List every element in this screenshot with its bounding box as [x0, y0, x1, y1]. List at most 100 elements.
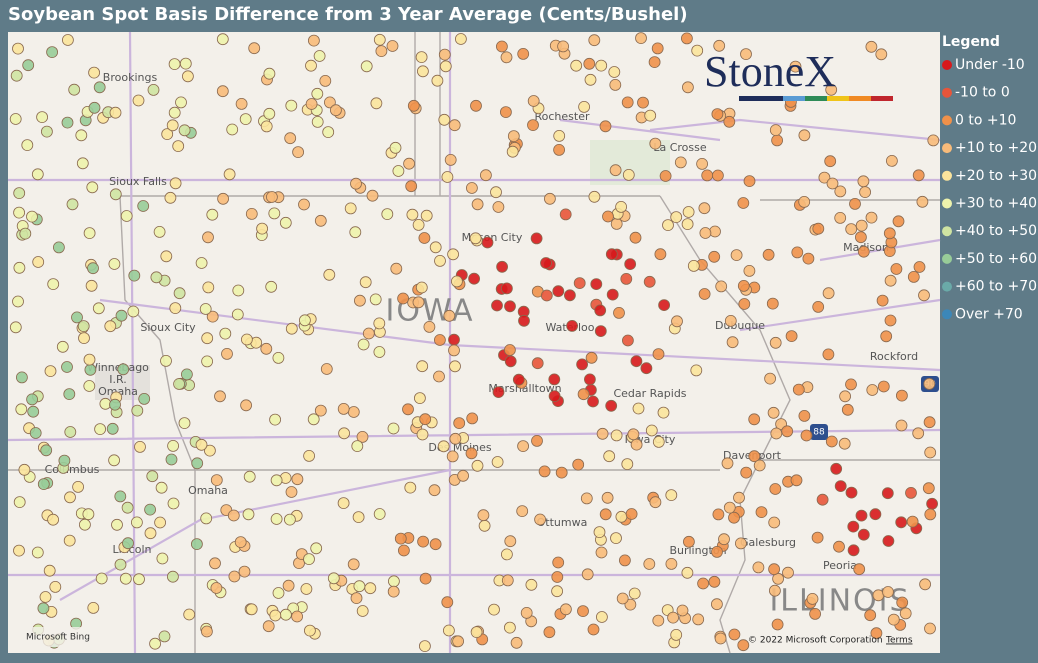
- station-dot: [41, 125, 53, 138]
- station-dot: [500, 282, 513, 295]
- logo-bar: [739, 96, 893, 101]
- terms[interactable]: Terms: [885, 636, 913, 646]
- station-dot: [887, 613, 900, 626]
- station-dot: [311, 87, 324, 100]
- station-dot: [438, 113, 451, 126]
- highway-number: 88: [813, 428, 825, 438]
- station-dot: [454, 33, 467, 45]
- station-dot: [64, 426, 77, 438]
- station-dot: [418, 232, 431, 244]
- station-dot: [552, 556, 565, 569]
- station-dot: [149, 637, 162, 650]
- station-dot: [137, 200, 150, 212]
- station-dot: [313, 50, 326, 62]
- legend-label: +20 to +30: [955, 168, 1037, 184]
- station-dot: [13, 206, 26, 219]
- station-dot: [606, 288, 619, 301]
- station-dot: [708, 575, 721, 588]
- station-dot: [681, 32, 693, 45]
- station-dot: [841, 403, 854, 416]
- station-dot: [85, 279, 98, 292]
- station-dot: [490, 186, 502, 199]
- station-dot: [822, 287, 835, 300]
- station-dot: [134, 440, 146, 453]
- station-dot: [18, 463, 31, 476]
- legend-swatch: [942, 115, 952, 126]
- station-dot: [447, 248, 460, 261]
- station-dot: [167, 497, 180, 510]
- station-dot: [781, 425, 794, 438]
- station-dot: [822, 348, 835, 361]
- station-dot: [127, 305, 140, 318]
- station-dot: [132, 94, 145, 107]
- city-label: Omaha: [188, 484, 228, 497]
- station-dot: [87, 602, 100, 614]
- legend-label: +40 to +50: [955, 223, 1037, 239]
- logo-bar-segment: [805, 96, 827, 101]
- station-dot: [240, 399, 253, 412]
- station-dot: [206, 208, 219, 221]
- station-dot: [56, 340, 69, 353]
- station-dot: [466, 412, 479, 425]
- legend-swatch: [942, 281, 952, 292]
- station-dot: [416, 65, 429, 78]
- station-dot: [665, 489, 678, 502]
- station-dot: [298, 198, 310, 211]
- station-dot: [270, 513, 283, 525]
- station-dot: [918, 289, 930, 302]
- station-dot: [698, 288, 711, 300]
- station-dot: [782, 566, 794, 579]
- station-dot: [812, 222, 825, 235]
- station-dot: [147, 84, 160, 96]
- station-dot: [892, 215, 905, 228]
- station-dot: [429, 241, 442, 254]
- station-dot: [806, 593, 819, 605]
- station-dot: [88, 66, 100, 79]
- station-dot: [690, 364, 703, 377]
- station-dot: [855, 509, 868, 522]
- station-dot: [322, 126, 335, 139]
- station-dot: [58, 454, 71, 467]
- station-dot: [349, 226, 362, 239]
- station-dot: [168, 106, 181, 119]
- station-dot: [397, 292, 410, 305]
- station-dot: [168, 58, 181, 70]
- station-dot: [357, 338, 370, 351]
- station-dot: [353, 580, 366, 593]
- station-dot: [47, 513, 59, 526]
- station-dot: [552, 285, 565, 298]
- station-dot: [640, 362, 653, 375]
- station-dot: [870, 627, 883, 640]
- station-dot: [429, 538, 442, 551]
- station-dot: [210, 582, 223, 594]
- legend: Under -10 -10 to 0 0 to +10 +10 to +20 +20 t…: [942, 57, 1037, 322]
- city-label: Rockford: [870, 350, 918, 363]
- station-dot: [158, 630, 171, 643]
- station-dot: [161, 128, 174, 141]
- station-dot: [303, 553, 315, 565]
- station-dot: [269, 413, 282, 426]
- station-dot: [657, 406, 670, 419]
- station-dot: [500, 548, 513, 561]
- station-dot: [446, 450, 459, 463]
- station-dot: [79, 518, 91, 531]
- city-label: I.R.: [109, 373, 127, 386]
- station-dot: [449, 432, 462, 445]
- station-dot: [227, 509, 240, 522]
- station-dot: [31, 546, 44, 559]
- station-dot: [866, 384, 879, 396]
- station-dot: [506, 145, 519, 158]
- station-dot: [279, 216, 292, 229]
- station-dot: [769, 336, 782, 349]
- station-dot: [577, 388, 590, 401]
- station-dot: [596, 427, 609, 440]
- station-dot: [649, 496, 662, 509]
- station-dot: [557, 40, 569, 53]
- station-dot: [798, 409, 811, 422]
- station-dot: [449, 360, 461, 373]
- station-dot: [235, 98, 248, 110]
- station-dot: [792, 383, 805, 396]
- station-dot: [834, 480, 847, 493]
- station-dot: [323, 96, 336, 109]
- station-dot: [240, 333, 253, 346]
